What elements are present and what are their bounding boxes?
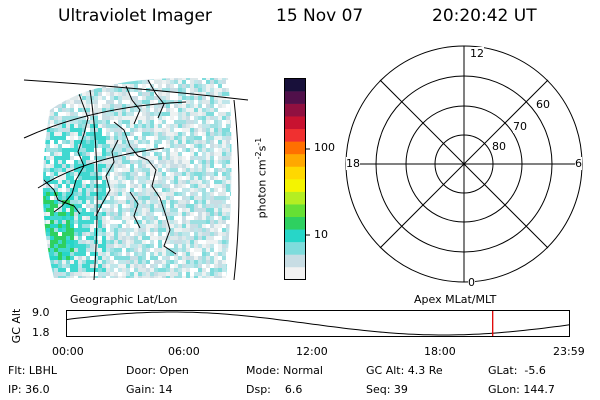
polar-diagonal-2: [379, 79, 549, 249]
colorbar-cell: [284, 78, 306, 92]
colorbar-cell: [284, 166, 306, 180]
mlt-label-12: 12: [470, 47, 484, 60]
altitude-timeline: [66, 310, 570, 337]
status-gc-alt: GC Alt: 4.3 Re: [366, 364, 443, 377]
colorbar-cell: [284, 141, 306, 155]
colorbar-cell: [284, 254, 306, 268]
colorbar-unit-label: photon cm-2s-1: [254, 137, 269, 219]
mlt-label-6: 6: [575, 157, 582, 170]
status-filter: Flt: LBHL: [8, 364, 57, 377]
apex-title: Apex MLat/MLT: [414, 293, 497, 306]
orbit-altitude-curve: [66, 311, 570, 336]
status-glat: GLat: -5.6: [488, 364, 546, 377]
mlt-label-18: 18: [346, 157, 360, 170]
colorbar-cell: [284, 241, 306, 255]
status-mode: Mode: Normal: [246, 364, 323, 377]
altitude-min-label: 1.8: [32, 326, 50, 339]
geographic-title: Geographic Lat/Lon: [70, 293, 178, 306]
color-bar: [284, 78, 310, 280]
time-tick-4: 23:59: [553, 345, 585, 358]
colorbar-cell: [284, 204, 306, 217]
altitude-max-label: 9.0: [32, 306, 50, 319]
altitude-axis-label: GC Alt: [10, 308, 23, 344]
mlat-label-60: 60: [536, 98, 550, 111]
geographic-image: [23, 78, 249, 281]
polar-plot: [345, 45, 583, 283]
status-gain: Gain: 14: [126, 383, 173, 396]
colorbar-cell: [284, 91, 306, 104]
colorbar-tick-label-100: 100: [314, 141, 335, 154]
observation-date: 15 Nov 07: [276, 6, 364, 26]
colorbar-cell: [284, 153, 306, 167]
auroral-emission-field: [42, 78, 232, 278]
status-glon: GLon: 144.7: [488, 383, 555, 396]
colorbar-cell: [284, 191, 306, 205]
colorbar-cell: [284, 103, 306, 117]
colorbar-cell: [284, 229, 306, 243]
time-tick-2: 12:00: [296, 345, 328, 358]
colorbar-tick-label-10: 10: [314, 228, 328, 241]
instrument-title: Ultraviolet Imager: [58, 6, 212, 26]
status-ip: IP: 36.0: [8, 383, 50, 396]
colorbar-cell: [284, 216, 306, 230]
status-dsp: Dsp: 6.6: [246, 383, 303, 396]
colorbar-cell: [284, 128, 306, 142]
status-door: Door: Open: [126, 364, 189, 377]
mlat-label-70: 70: [513, 120, 527, 133]
observation-time: 20:20:42 UT: [432, 6, 537, 26]
time-tick-0: 00:00: [52, 345, 84, 358]
time-tick-1: 06:00: [168, 345, 200, 358]
colorbar-cell: [284, 116, 306, 130]
mlat-label-80: 80: [492, 140, 506, 153]
colorbar-cell: [284, 266, 306, 280]
mlt-label-0: 0: [468, 276, 475, 289]
colorbar-cell: [284, 179, 306, 192]
time-tick-3: 18:00: [424, 345, 456, 358]
status-seq: Seq: 39: [366, 383, 408, 396]
